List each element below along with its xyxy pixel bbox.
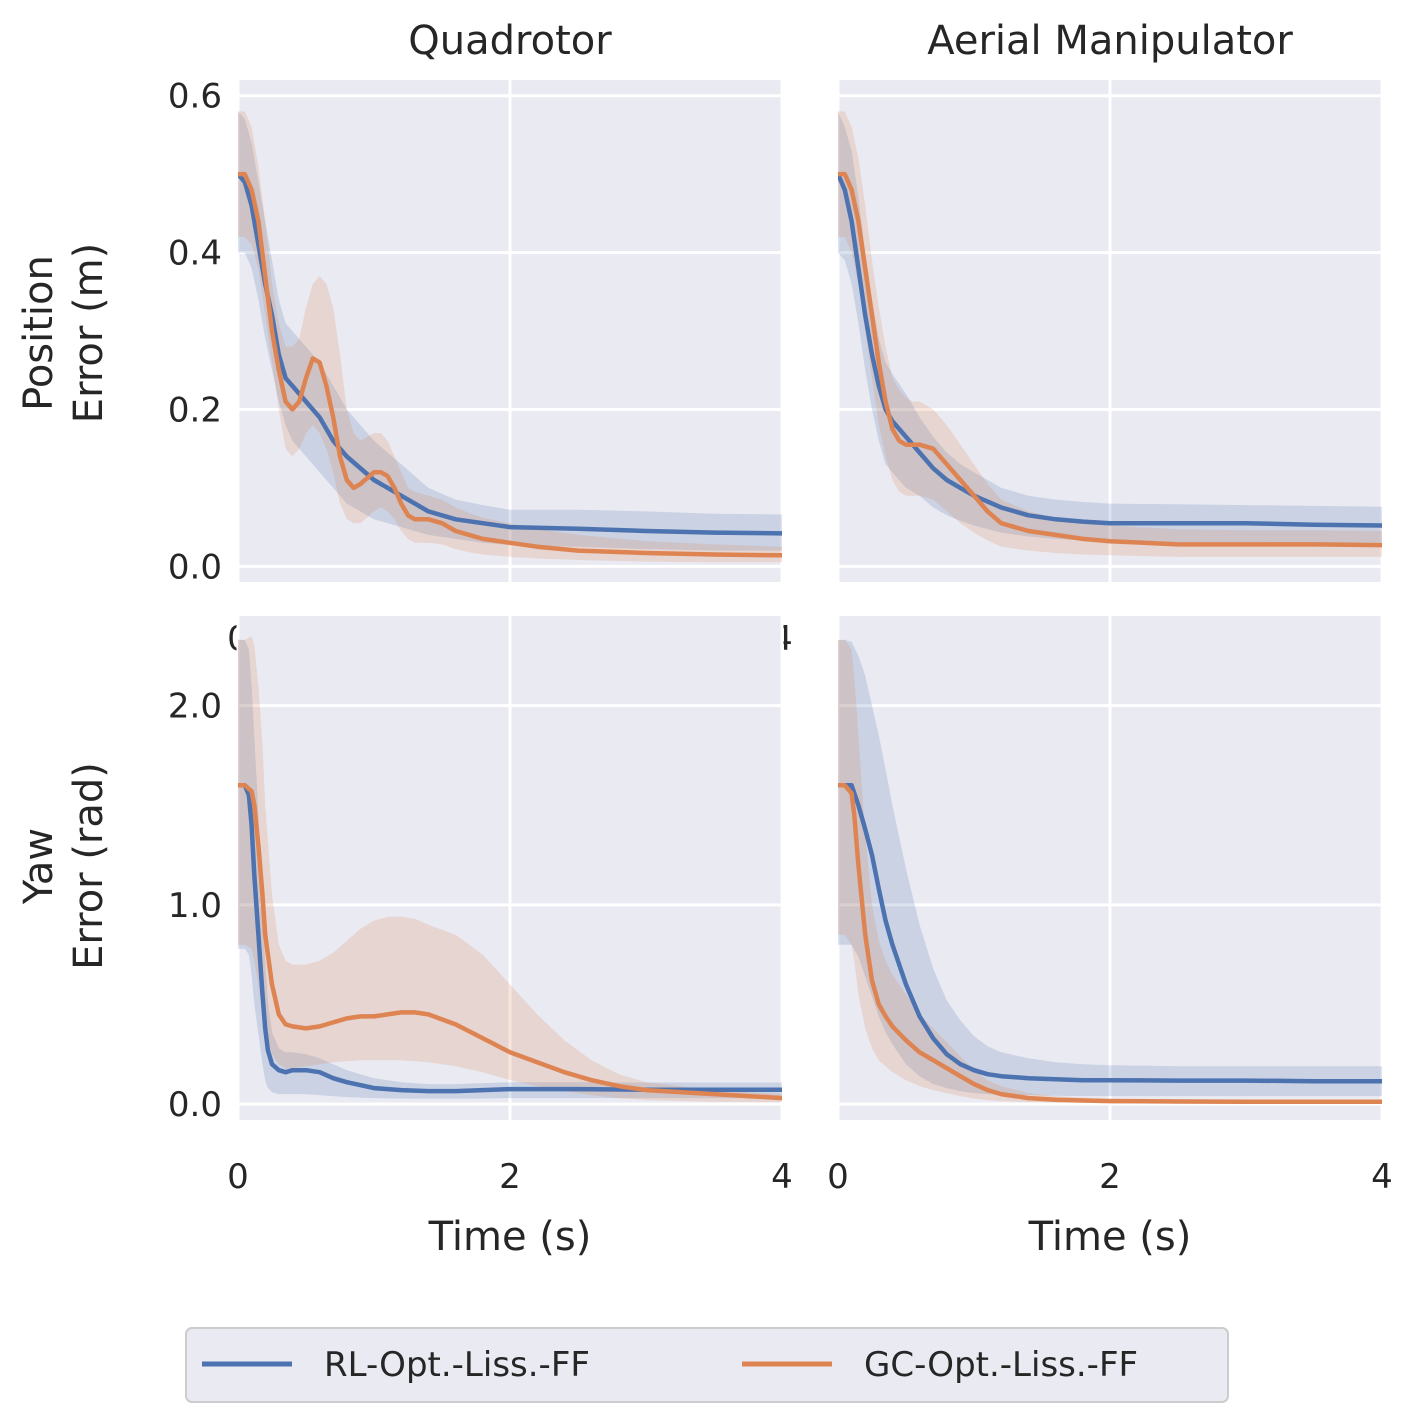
series-line-rl: [838, 783, 1382, 1084]
ylabel-position-line2: Error (m): [66, 243, 112, 423]
xtick-label: 0: [827, 1157, 849, 1197]
ylabel-position-line1: Position: [16, 255, 62, 411]
confidence-band-gc: [238, 635, 782, 1103]
ytick-label: 0.2: [168, 390, 222, 430]
plot-area: [838, 639, 1382, 1104]
confidence-band-gc: [238, 111, 782, 563]
ytick-label: 2.0: [168, 687, 222, 727]
ytick-label: 0.6: [168, 77, 222, 117]
series-line-gc: [238, 783, 782, 1101]
xtick-label: 4: [771, 1157, 793, 1197]
xtick-label: 2: [499, 1157, 521, 1197]
series-line-rl: [838, 171, 1382, 528]
title-aerial-manipulator: Aerial Manipulator: [927, 18, 1293, 64]
ylabel-yaw-line2: Error (rad): [66, 762, 112, 970]
ylabel-yaw-line1: Yaw: [16, 828, 62, 905]
legend-label-gc: GC-Opt.-Liss.-FF: [864, 1345, 1138, 1385]
xlabel-right: Time (s): [1028, 1214, 1192, 1260]
title-quadrotor: Quadrotor: [408, 18, 612, 64]
xtick-label: 2: [1099, 1157, 1121, 1197]
ytick-label: 0.0: [168, 1085, 222, 1125]
panel-0: 0.00.20.40.6024: [168, 77, 793, 659]
panel-1: [836, 80, 1384, 582]
legend: RL-Opt.-Liss.-FF GC-Opt.-Liss.-FF: [185, 1327, 1229, 1403]
ytick-label: 0.4: [168, 234, 222, 274]
plot-area: [238, 111, 782, 563]
plot-area: [838, 111, 1382, 557]
confidence-band-rl: [238, 111, 782, 551]
ytick-label: 0.0: [168, 547, 222, 587]
series-line-rl: [238, 783, 782, 1094]
ytick-label: 1.0: [168, 886, 222, 926]
legend-label-rl: RL-Opt.-Liss.-FF: [324, 1345, 590, 1385]
confidence-band-gc: [838, 639, 1382, 1104]
series-line-gc: [838, 171, 1382, 548]
xtick-label: 0: [227, 1157, 249, 1197]
plot-area: [238, 635, 782, 1103]
panel-2: 0.0 1.0 2.0 0 2 4: [168, 616, 793, 1197]
legend-frame: [185, 1327, 1229, 1403]
series-line-gc: [838, 783, 1382, 1104]
confidence-band-rl: [238, 639, 782, 1099]
panel-3: 0 2 4: [827, 616, 1393, 1197]
xtick-label: 4: [1371, 1157, 1393, 1197]
xlabel-left: Time (s): [428, 1214, 592, 1260]
series-line-gc: [238, 171, 782, 558]
